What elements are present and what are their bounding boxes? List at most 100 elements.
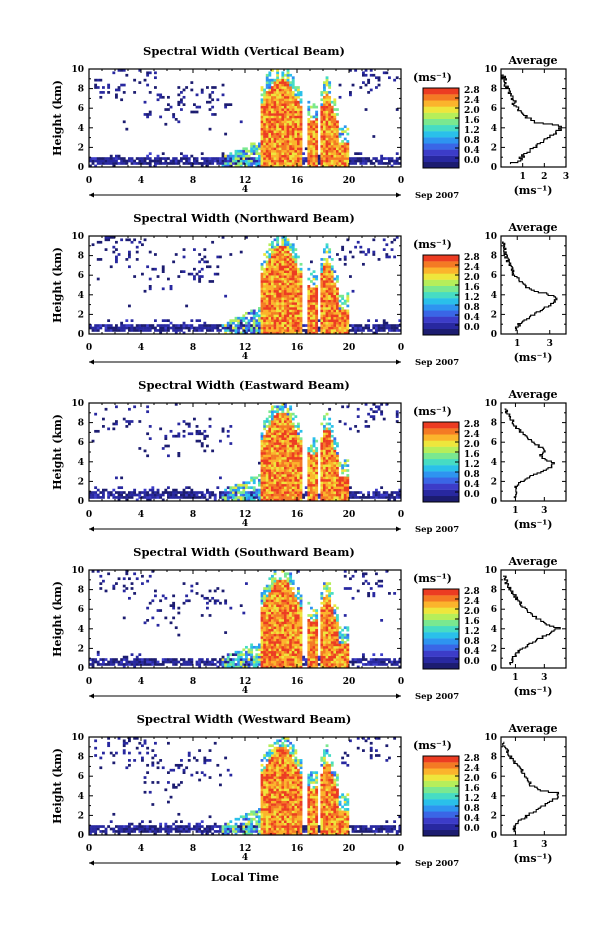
- heatmap-cell: [346, 159, 350, 163]
- heatmap-cell: [148, 498, 152, 502]
- heatmap-cell: [234, 316, 238, 320]
- heatmap-cell: [109, 157, 113, 160]
- heatmap-cell: [343, 299, 347, 303]
- heatmap-cell: [323, 164, 326, 168]
- heatmap-cell: [328, 437, 332, 440]
- heatmap-cell: [310, 481, 313, 485]
- heatmap-cell: [224, 663, 228, 666]
- heatmap-cell: [278, 447, 282, 450]
- heatmap-cell: [315, 486, 319, 489]
- y-tick-label: 8: [78, 419, 84, 429]
- heatmap-cell: [276, 140, 280, 143]
- heatmap-cell: [286, 302, 290, 305]
- heatmap-cell: [398, 493, 402, 497]
- heatmap-cell: [263, 100, 267, 104]
- heatmap-cell: [281, 407, 285, 411]
- heatmap-cell: [138, 660, 142, 664]
- heatmap-cell: [182, 488, 186, 492]
- heatmap-cell: [268, 137, 272, 141]
- heatmap-cell: [278, 265, 282, 269]
- heatmap-cell: [190, 584, 194, 588]
- heatmap-cell: [174, 491, 178, 494]
- heatmap-cell: [226, 486, 230, 489]
- heatmap-cell: [359, 157, 363, 160]
- colorbar-tick-label: 0.4: [464, 480, 480, 490]
- heatmap-cell: [156, 493, 160, 497]
- heatmap-cell: [146, 619, 150, 622]
- heatmap-cell: [174, 324, 178, 327]
- heatmap-cell: [328, 255, 332, 259]
- heatmap-cell: [278, 434, 282, 438]
- heatmap-cell: [325, 474, 329, 477]
- heatmap-cell: [271, 483, 274, 487]
- heatmap-cell: [377, 78, 381, 82]
- heatmap-cell: [330, 456, 334, 460]
- heatmap-cell: [346, 493, 350, 497]
- heatmap-cell: [310, 478, 313, 482]
- x-tick-label: 4: [138, 510, 144, 520]
- heatmap-cell: [276, 491, 280, 494]
- heatmap-cell: [229, 425, 233, 428]
- heatmap-cell: [198, 324, 202, 327]
- heatmap-cell: [281, 491, 285, 494]
- heatmap-cell: [99, 587, 103, 590]
- heatmap-cell: [289, 125, 293, 129]
- heatmap-cell: [341, 147, 345, 151]
- heatmap-cell: [291, 319, 295, 322]
- heatmap-cells: [89, 403, 402, 502]
- heatmap-cell: [375, 86, 378, 89]
- heatmap-cell: [336, 311, 339, 315]
- heatmap-cell: [265, 471, 269, 475]
- heatmap-cell: [161, 270, 165, 273]
- heatmap-cell: [284, 270, 287, 273]
- heatmap-cell: [336, 307, 339, 310]
- heatmap-cell: [281, 314, 285, 318]
- heatmap-cell: [252, 162, 256, 165]
- heatmap-cell: [180, 152, 183, 155]
- heatmap-cell: [268, 125, 272, 129]
- colorbar-swatch: [423, 477, 459, 484]
- heatmap-cell: [341, 157, 345, 160]
- heatmap-cell: [320, 113, 324, 116]
- colorbar-swatch: [423, 94, 459, 101]
- heatmap-cell: [281, 493, 285, 497]
- heatmap-cell: [237, 152, 241, 155]
- heatmap-cell: [190, 432, 194, 436]
- heatmap-cell: [312, 277, 316, 281]
- heatmap-cell: [385, 162, 389, 165]
- heatmap-cell: [239, 324, 243, 327]
- heatmap-cell: [273, 152, 277, 155]
- average-y-tick-label: 10: [484, 232, 497, 242]
- heatmap-cell: [260, 115, 264, 119]
- heatmap-cell: [343, 483, 347, 487]
- heatmap-cell: [328, 491, 332, 494]
- heatmap-cell: [112, 584, 116, 588]
- heatmap-cell: [315, 137, 319, 141]
- heatmap-cell: [193, 103, 196, 106]
- heatmap-cell: [362, 157, 365, 160]
- heatmap-cell: [193, 162, 196, 165]
- heatmap-cell: [276, 115, 280, 119]
- heatmap-cell: [226, 493, 230, 497]
- heatmap-cell: [102, 157, 105, 160]
- heatmap-cell: [281, 454, 285, 458]
- heatmap-cell: [203, 596, 207, 600]
- heatmap-cell: [271, 405, 274, 409]
- heatmap-cell: [346, 469, 350, 472]
- heatmap-cell: [255, 496, 259, 499]
- heatmap-cell: [141, 574, 144, 578]
- heatmap-cell: [182, 601, 186, 605]
- heatmap-cell: [273, 321, 277, 325]
- heatmap-cell: [338, 299, 342, 303]
- y-tick-label: 4: [78, 458, 84, 468]
- heatmap-cell: [141, 326, 144, 330]
- heatmap-cell: [239, 483, 243, 487]
- heatmap-cell: [286, 120, 290, 124]
- heatmap-cell: [174, 162, 178, 165]
- heatmap-cell: [263, 636, 267, 639]
- heatmap-cell: [307, 464, 311, 467]
- heatmap-cell: [294, 149, 298, 153]
- heatmap-cell: [102, 663, 105, 666]
- heatmap-cell: [221, 93, 225, 97]
- colorbar-tick-label: 2.0: [464, 273, 480, 283]
